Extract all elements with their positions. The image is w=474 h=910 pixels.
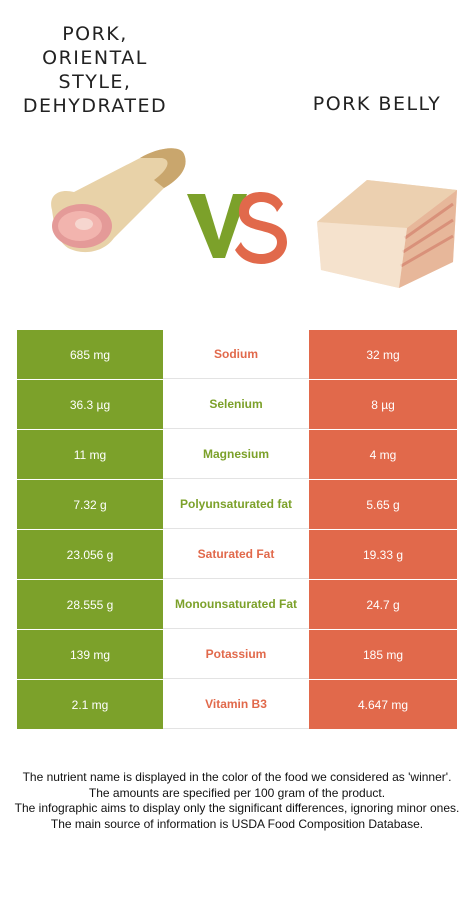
left-value: 28.555 g [17, 580, 163, 629]
nutrient-name: Vitamin B3 [163, 680, 309, 729]
left-value: 2.1 mg [17, 680, 163, 729]
right-value: 19.33 g [309, 530, 457, 579]
nutrient-name: Saturated Fat [163, 530, 309, 579]
right-value: 4.647 mg [309, 680, 457, 729]
right-value: 8 µg [309, 380, 457, 429]
nutrient-name: Polyunsaturated fat [163, 480, 309, 529]
footer-note: The main source of information is USDA F… [50, 816, 424, 831]
left-value: 139 mg [17, 630, 163, 679]
nutrient-name: Selenium [163, 380, 309, 429]
footer-note: The amounts are specified per 100 gram o… [88, 785, 386, 800]
pork-belly-image [317, 180, 457, 288]
footer-notes: The nutrient name is displayed in the co… [10, 770, 464, 832]
right-value: 4 mg [309, 430, 457, 479]
comparison-table: 685 mg Sodium 32 mg 36.3 µg Selenium 8 µg 11 m… [17, 330, 457, 730]
table-row: 23.056 g Saturated Fat 19.33 g [17, 530, 457, 580]
left-value: 36.3 µg [17, 380, 163, 429]
left-food-title: PORK, ORIENTAL STYLE, DEHYDRATED [22, 23, 168, 117]
nutrient-name: Monounsaturated Fat [163, 580, 309, 629]
footer-note: The nutrient name is displayed in the co… [22, 770, 452, 784]
vs-graphic [187, 192, 287, 264]
table-row: 7.32 g Polyunsaturated fat 5.65 g [17, 480, 457, 530]
right-value: 5.65 g [309, 480, 457, 529]
right-value: 24.7 g [309, 580, 457, 629]
left-value: 7.32 g [17, 480, 163, 529]
nutrient-name: Potassium [163, 630, 309, 679]
table-row: 28.555 g Monounsaturated Fat 24.7 g [17, 580, 457, 630]
table-row: 2.1 mg Vitamin B3 4.647 mg [17, 680, 457, 730]
pork-hock-image [51, 148, 186, 253]
left-value: 23.056 g [17, 530, 163, 579]
left-value: 11 mg [17, 430, 163, 479]
left-value: 685 mg [17, 330, 163, 379]
table-row: 11 mg Magnesium 4 mg [17, 430, 457, 480]
right-value: 32 mg [309, 330, 457, 379]
footer-note: The infographic aims to display only the… [14, 801, 460, 815]
right-food-title: PORK BELLY [312, 93, 442, 115]
table-row: 139 mg Potassium 185 mg [17, 630, 457, 680]
nutrient-name: Magnesium [163, 430, 309, 479]
table-row: 685 mg Sodium 32 mg [17, 330, 457, 380]
table-row: 36.3 µg Selenium 8 µg [17, 380, 457, 430]
right-value: 185 mg [309, 630, 457, 679]
nutrient-name: Sodium [163, 330, 309, 379]
